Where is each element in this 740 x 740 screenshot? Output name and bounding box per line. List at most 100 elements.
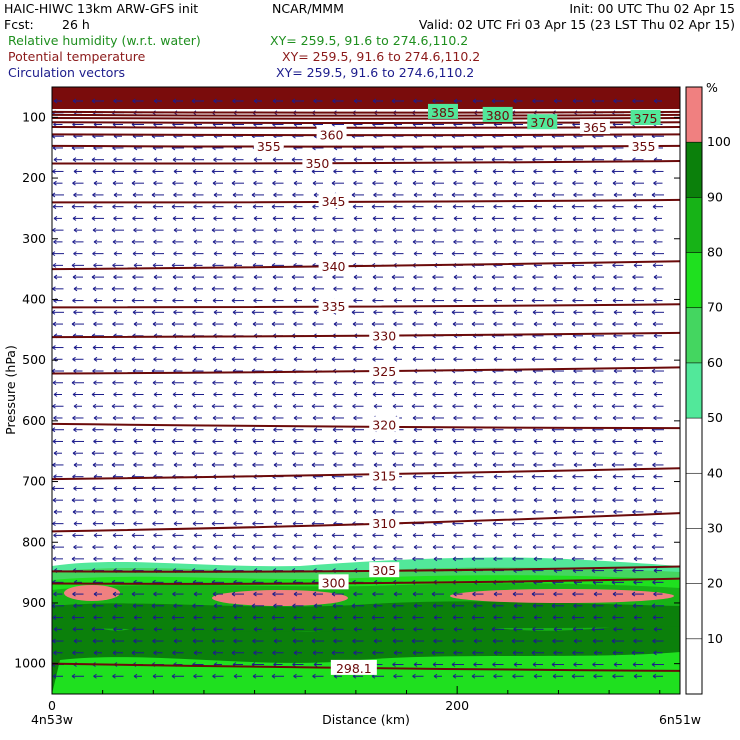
vector-arrowhead: [332, 98, 336, 104]
vector-arrowhead: [633, 579, 637, 585]
vector-arrowhead: [352, 204, 357, 210]
vector-arrowhead: [53, 650, 57, 656]
vector-arrowhead: [72, 356, 76, 362]
vector-arrowhead: [173, 521, 178, 527]
vector-arrowhead: [212, 673, 216, 679]
vector-arrowhead: [332, 427, 337, 433]
vector-arrowhead: [212, 321, 216, 327]
vector-arrowhead: [652, 556, 657, 562]
vector-arrowhead: [173, 345, 178, 350]
vector-arrowhead: [532, 486, 537, 491]
vector-arrowhead: [312, 497, 316, 503]
vector-arrowhead: [92, 345, 97, 350]
vector-arrowhead: [332, 544, 337, 550]
vector-arrowhead: [72, 532, 76, 538]
vector-arrowhead: [172, 356, 176, 362]
vector-arrowhead: [631, 474, 636, 480]
theta-contour-360: [52, 133, 680, 137]
vector-arrowhead: [533, 204, 538, 210]
vector-arrowhead: [553, 98, 558, 104]
vector-arrowhead: [191, 274, 196, 280]
vector-arrowhead: [313, 603, 318, 609]
vector-arrowhead: [571, 673, 576, 679]
vector-arrowhead: [293, 380, 297, 386]
vector-arrowhead: [571, 615, 576, 620]
vector-arrowhead: [392, 544, 396, 550]
vector-arrowhead: [513, 274, 517, 280]
vector-arrowhead: [112, 439, 116, 444]
vector-arrowhead: [572, 532, 576, 538]
vector-arrowhead: [493, 474, 498, 480]
vector-arrowhead: [212, 532, 217, 538]
vector-arrowhead: [452, 462, 456, 468]
theta-label-2: 375: [634, 111, 658, 126]
vector-arrowhead: [531, 532, 536, 538]
vector-arrowhead: [592, 192, 596, 198]
vector-arrowhead: [213, 427, 218, 433]
vector-arrowhead: [111, 345, 116, 350]
vector-arrowhead: [213, 251, 218, 257]
vector-arrowhead: [613, 274, 617, 280]
vector-arrowhead: [91, 274, 96, 280]
vector-arrowhead: [571, 321, 576, 327]
vector-arrowhead: [471, 321, 476, 327]
vector-arrowhead: [153, 356, 157, 362]
vector-arrowhead: [232, 427, 237, 433]
vector-arrowhead: [373, 309, 377, 315]
vector-arrowhead: [73, 251, 77, 257]
vector-arrowhead: [72, 157, 77, 163]
vector-arrowhead: [612, 180, 617, 186]
vector-arrowhead: [453, 650, 457, 656]
vector-arrowhead: [653, 392, 658, 397]
vector-arrowhead: [53, 392, 58, 397]
vector-arrowhead: [472, 626, 477, 632]
colorbar-label-2: 30: [707, 520, 723, 535]
vector-arrowhead: [551, 544, 556, 550]
vector-arrowhead: [231, 239, 236, 245]
vector-arrowhead: [192, 286, 197, 292]
vector-arrowhead: [512, 615, 516, 620]
vector-arrowhead: [251, 251, 256, 257]
vector-arrowhead: [233, 286, 237, 292]
vector-arrowhead: [512, 380, 516, 386]
vector-arrowhead: [193, 380, 197, 386]
vector-arrowhead: [652, 380, 657, 386]
vector-arrowhead: [372, 532, 376, 538]
vector-arrowhead: [653, 650, 657, 656]
vector-arrowhead: [632, 626, 636, 632]
vector-arrowhead: [613, 486, 618, 491]
theta-label-14: 320: [372, 417, 396, 432]
vector-arrowhead: [612, 380, 616, 386]
theta-label-8: 350: [305, 156, 329, 171]
vector-arrowhead: [72, 298, 76, 303]
vector-arrowhead: [233, 169, 237, 174]
vector-arrowhead: [433, 462, 437, 468]
vector-arrowhead: [512, 415, 517, 421]
vector-arrowhead: [53, 239, 57, 245]
vector-arrowhead: [392, 345, 397, 350]
colorbar-label-1: 20: [707, 576, 723, 591]
vector-arrowhead: [372, 591, 376, 597]
vector-arrowhead: [271, 439, 276, 444]
vector-arrowhead: [613, 368, 618, 374]
vector-arrowhead: [353, 215, 358, 221]
vector-arrowhead: [113, 157, 117, 163]
vector-arrowhead: [392, 227, 397, 233]
vector-arrowhead: [313, 486, 318, 491]
vector-arrowhead: [313, 427, 318, 433]
theta-label-15: 315: [372, 468, 396, 483]
vector-arrowhead: [352, 380, 357, 386]
rh-band-90-mid: [52, 601, 680, 632]
vector-arrowhead: [432, 626, 436, 632]
theta-label-bg-17: [369, 562, 400, 578]
vector-arrowhead: [131, 298, 136, 303]
vector-arrowhead: [612, 673, 616, 679]
vector-arrowhead: [93, 239, 98, 245]
vector-arrowhead: [551, 486, 556, 491]
vector-arrowhead: [311, 345, 316, 350]
vector-arrowhead: [192, 169, 197, 174]
vector-arrowhead: [213, 157, 217, 163]
vector-arrowhead: [493, 204, 497, 210]
vector-arrowhead: [592, 638, 597, 644]
vector-arrowhead: [192, 403, 197, 409]
